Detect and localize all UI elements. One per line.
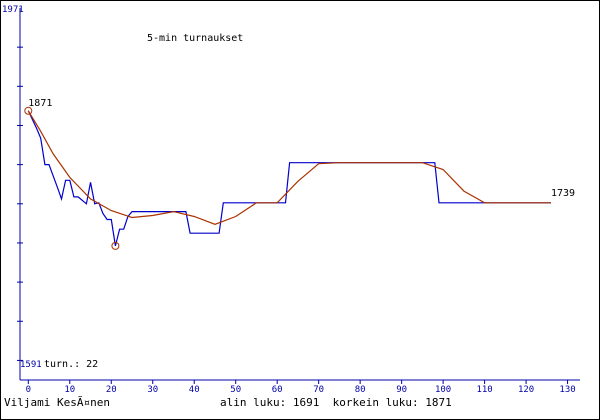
point-marker	[24, 106, 33, 115]
rating-stats: alin luku: 1691 korkein luku: 1871	[220, 396, 452, 409]
x-ticks: 0 10 20 30 40 50 60 70 80 90 100 110 120 130	[26, 380, 576, 395]
value-annotation: 1739	[551, 188, 575, 199]
y-bottom-label: 1591	[20, 360, 42, 370]
x-tick-label: 40	[189, 385, 200, 395]
y-top-label: 1971	[2, 5, 24, 15]
author-name: Viljami KesÃ¤nen	[4, 396, 110, 409]
x-tick-label: 80	[355, 385, 366, 395]
x-tick-label: 60	[272, 385, 283, 395]
series-line	[27, 110, 551, 225]
annotations-group: 1871 1739	[28, 98, 575, 199]
x-tick-label: 90	[396, 385, 407, 395]
chart-title: 5-min turnaukset	[147, 33, 243, 44]
x-tick-label: 10	[64, 385, 75, 395]
x-tick-label: 100	[435, 385, 451, 395]
y-ticks	[17, 46, 23, 361]
markers-group	[24, 106, 120, 250]
x-tick-label: 70	[313, 385, 324, 395]
series-line	[27, 110, 551, 247]
x-tick-label: 0	[26, 385, 31, 395]
x-tick-label: 20	[106, 385, 117, 395]
series-group	[27, 110, 551, 247]
x-tick-label: 110	[476, 385, 492, 395]
value-annotation: 1871	[28, 98, 52, 109]
x-tick-label: 30	[147, 385, 158, 395]
x-tick-label: 50	[230, 385, 241, 395]
x-tick-label: 130	[559, 385, 575, 395]
point-marker	[111, 241, 120, 250]
x-tick-label: 120	[518, 385, 534, 395]
turn-count-label: turn.: 22	[44, 359, 98, 370]
